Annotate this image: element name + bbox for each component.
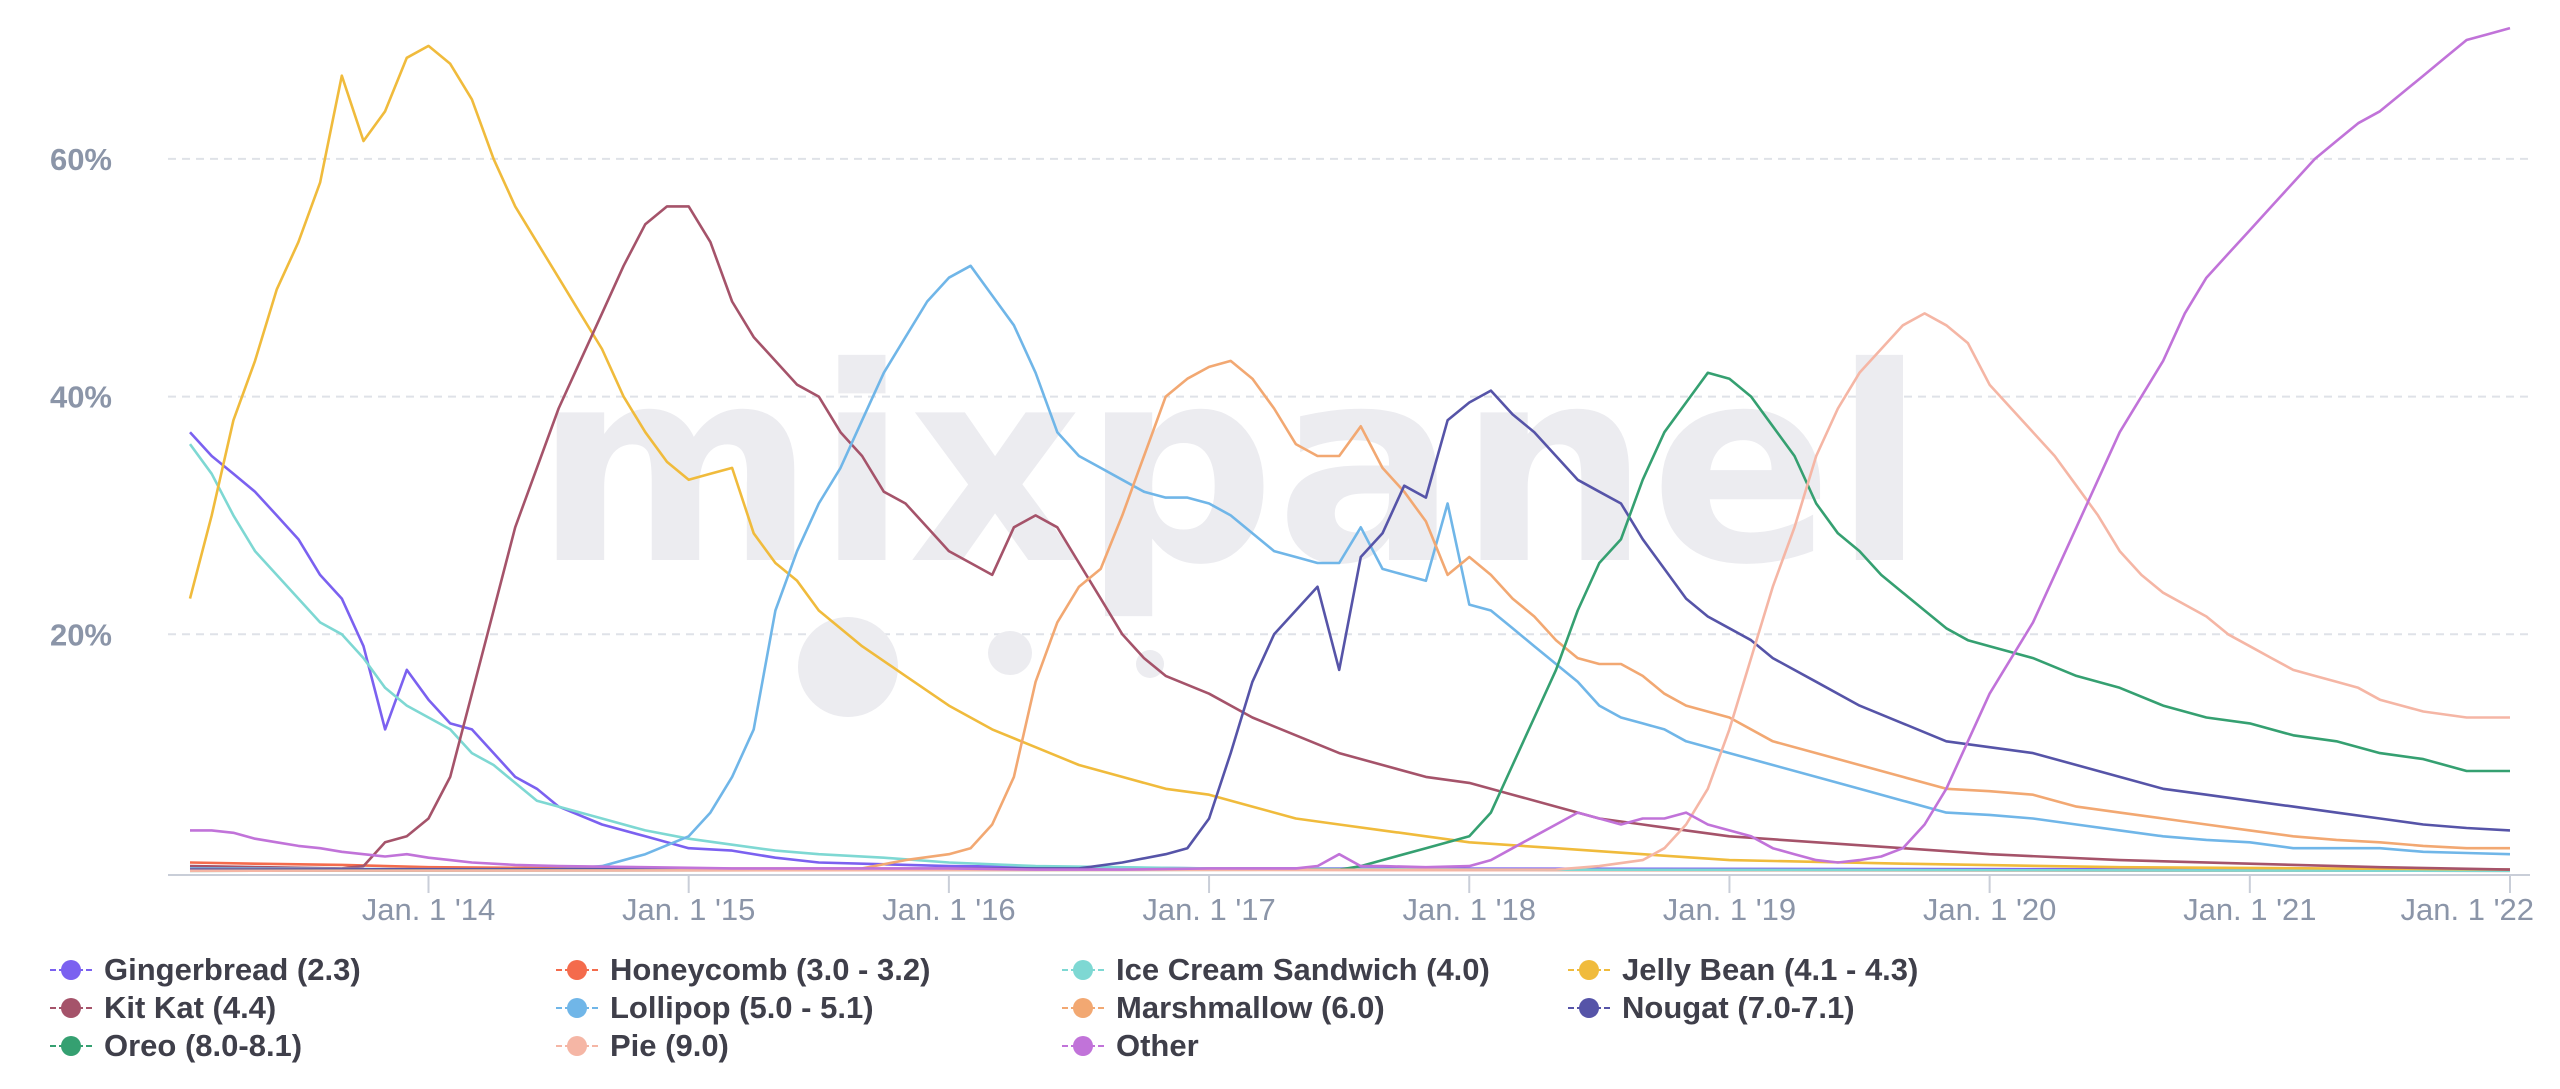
- legend-item-honeycomb[interactable]: Honeycomb (3.0 - 3.2): [554, 952, 930, 988]
- legend-marker-icon: [1060, 990, 1106, 1026]
- x-tick-label: Jan. 1 '18: [1403, 892, 1536, 927]
- series-line-jelly-bean: [188, 44, 2511, 871]
- legend-label: Other: [1116, 1028, 1199, 1063]
- x-tick-label: Jan. 1 '16: [882, 892, 1015, 927]
- x-tick-label: Jan. 1 '14: [362, 892, 495, 927]
- legend-marker-icon: [48, 952, 94, 988]
- legend-marker-icon: [1566, 990, 1612, 1026]
- legend-item-oreo[interactable]: Oreo (8.0-8.1): [48, 1028, 302, 1064]
- legend-marker-icon: [1566, 952, 1612, 988]
- legend-label: Lollipop (5.0 - 5.1): [610, 990, 874, 1025]
- legend-marker-icon: [554, 952, 600, 988]
- y-tick-label: 40%: [50, 380, 112, 415]
- watermark-dot-medium: [988, 631, 1032, 675]
- series-line-marshmallow: [189, 359, 2510, 871]
- x-tick-label: Jan. 1 '15: [622, 892, 755, 927]
- series-line-nougat: [189, 389, 2511, 871]
- series-line-pie: [189, 312, 2510, 873]
- legend-label: Gingerbread (2.3): [104, 952, 361, 987]
- legend-item-jelly-bean[interactable]: Jelly Bean (4.1 - 4.3): [1566, 952, 1918, 988]
- legend-label: Honeycomb (3.0 - 3.2): [610, 952, 931, 987]
- series-lines: [188, 26, 2511, 873]
- legend-item-ice-cream-sandwich[interactable]: Ice Cream Sandwich (4.0): [1060, 952, 1490, 988]
- legend-item-pie[interactable]: Pie (9.0): [554, 1028, 729, 1064]
- y-tick-label: 60%: [50, 142, 112, 177]
- x-tick-label: Jan. 1 '21: [2183, 892, 2316, 927]
- series-line-other: [190, 26, 2511, 871]
- legend-marker-icon: [48, 990, 94, 1026]
- x-tick-label: Jan. 1 '22: [2401, 892, 2534, 927]
- legend: Gingerbread (2.3) Honeycomb (3.0 - 3.2) Ic…: [0, 948, 2560, 1078]
- watermark-dot-large: [798, 617, 898, 717]
- legend-label: Oreo (8.0-8.1): [104, 1028, 303, 1063]
- legend-label: Marshmallow (6.0): [1116, 990, 1385, 1025]
- gridlines: 20% 40% 60%: [50, 142, 2530, 652]
- watermark-text: mixpanel: [534, 309, 1925, 624]
- legend-label: Jelly Bean (4.1 - 4.3): [1622, 952, 1919, 987]
- y-tick-label: 20%: [50, 617, 112, 652]
- series-line-gingerbread: [189, 431, 2511, 871]
- legend-marker-icon: [48, 1028, 94, 1064]
- x-tick-label: Jan. 1 '19: [1663, 892, 1796, 927]
- legend-item-lollipop[interactable]: Lollipop (5.0 - 5.1): [554, 990, 874, 1026]
- legend-item-other[interactable]: Other: [1060, 1028, 1199, 1064]
- legend-item-nougat[interactable]: Nougat (7.0-7.1): [1566, 990, 1855, 1026]
- legend-marker-icon: [1060, 952, 1106, 988]
- x-tick-label: Jan. 1 '20: [1923, 892, 2056, 927]
- series-line-ice-cream-sandwich: [188, 443, 2511, 873]
- legend-item-kit-kat[interactable]: Kit Kat (4.4): [48, 990, 276, 1026]
- line-chart: 20%40%60% mixpanel Jan. 1 '14 Jan. 1 '15 J…: [50, 26, 2534, 927]
- legend-item-marshmallow[interactable]: Marshmallow (6.0): [1060, 990, 1385, 1026]
- series-line-lollipop: [189, 264, 2511, 871]
- legend-label: Ice Cream Sandwich (4.0): [1116, 952, 1490, 987]
- legend-label: Pie (9.0): [610, 1028, 729, 1063]
- legend-marker-icon: [554, 1028, 600, 1064]
- legend-label: Kit Kat (4.4): [104, 990, 277, 1025]
- series-line-oreo: [189, 371, 2510, 873]
- legend-marker-icon: [1060, 1028, 1106, 1064]
- x-tick-label: Jan. 1 '17: [1142, 892, 1275, 927]
- legend-marker-icon: [554, 990, 600, 1026]
- legend-item-gingerbread[interactable]: Gingerbread (2.3): [48, 952, 361, 988]
- legend-label: Nougat (7.0-7.1): [1622, 990, 1855, 1025]
- x-axis: Jan. 1 '14 Jan. 1 '15 Jan. 1 '16 Jan. 1 '17…: [168, 874, 2534, 927]
